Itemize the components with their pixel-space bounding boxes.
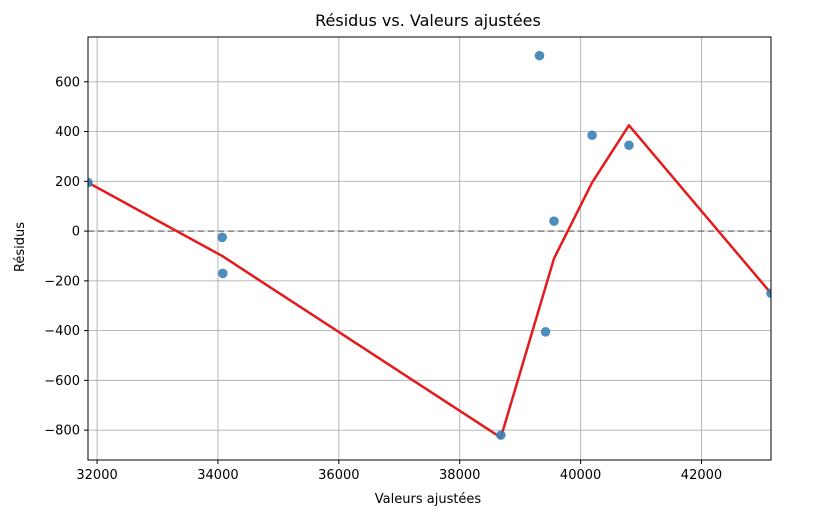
scatter-point: [540, 327, 551, 337]
y-tick-label: −400: [44, 324, 80, 339]
x-tick-label: 32000: [76, 468, 117, 483]
trend-line: [88, 124, 771, 439]
scatter-point: [766, 288, 771, 299]
scatter-point: [549, 216, 559, 226]
y-tick-label: −800: [44, 424, 80, 439]
chart-title: Résidus vs. Valeurs ajustées: [315, 11, 541, 30]
x-tick-label: 38000: [439, 468, 480, 483]
y-tick-label: −200: [44, 274, 80, 289]
y-tick-label: 200: [55, 175, 80, 190]
scatter-point: [534, 50, 545, 61]
scatter-point: [217, 268, 228, 279]
y-tick-label: −600: [44, 374, 80, 389]
y-tick-label: 0: [72, 225, 80, 240]
scatter-point: [496, 430, 506, 440]
x-tick-label: 42000: [681, 468, 722, 483]
scatter-points: [88, 50, 771, 440]
x-tick-label: 40000: [560, 468, 601, 483]
plot-frame: [87, 36, 772, 461]
x-tick-label: 34000: [197, 468, 238, 483]
x-axis-label: Valeurs ajustées: [375, 492, 482, 507]
grid: [88, 37, 771, 460]
scatter-point: [88, 177, 93, 188]
x-axis-ticks: 32000 34000 36000 38000 40000 42000: [76, 460, 722, 483]
y-tick-label: 600: [55, 75, 80, 90]
trend-line-group: [88, 124, 771, 439]
scatter-point: [587, 130, 597, 141]
scatter-point: [217, 232, 227, 243]
x-tick-label: 36000: [318, 468, 359, 483]
scatter-point: [624, 140, 634, 151]
y-axis-ticks: −800 −600 −400 −200 0 200 400 600: [44, 75, 88, 439]
y-axis-label: Résidus: [13, 222, 28, 272]
y-tick-label: 400: [55, 125, 80, 140]
